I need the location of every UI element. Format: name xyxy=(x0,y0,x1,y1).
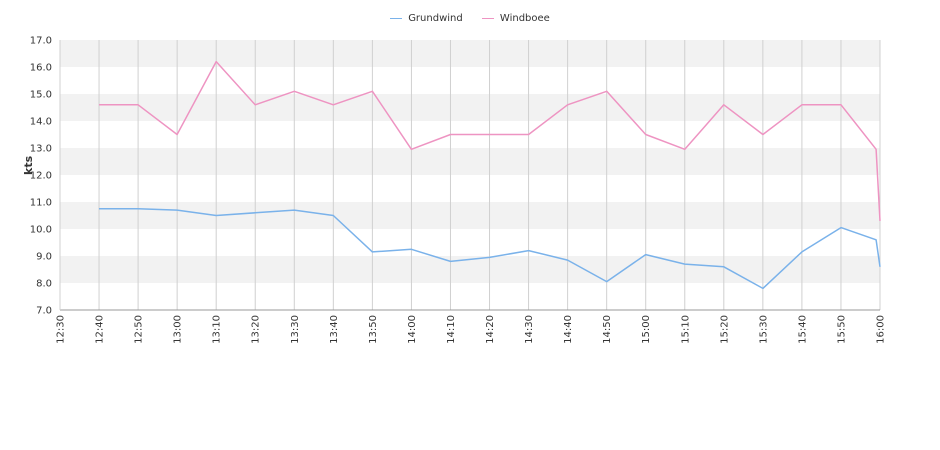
x-tick-label: 15:40 xyxy=(797,315,808,344)
grid-band xyxy=(60,283,880,310)
y-tick-label: 7.0 xyxy=(36,306,52,317)
y-tick-label: 11.0 xyxy=(30,198,52,209)
y-tick-labels: 7.0 8.0 9.0 10.0 11.0 12.0 13.0 14.0 15.0 16.0 17.… xyxy=(30,36,52,317)
x-tick-labels: 12:30 12:40 12:50 13:00 13:10 13:20 13:30 13:40… xyxy=(56,315,887,344)
x-tick-label: 14:50 xyxy=(602,315,613,344)
y-tick-label: 14.0 xyxy=(30,117,52,128)
x-tick-label: 14:40 xyxy=(563,315,574,344)
x-tick-label: 16:00 xyxy=(876,315,887,344)
x-tick-label: 13:10 xyxy=(212,315,223,344)
y-tick-label: 12.0 xyxy=(30,171,52,182)
legend-label-windboee: Windboee xyxy=(499,13,550,24)
y-tick-label: 17.0 xyxy=(30,36,52,47)
y-tick-label: 13.0 xyxy=(30,144,52,155)
y-tick-label: 15.0 xyxy=(30,90,52,101)
legend-swatch-windboee xyxy=(481,17,494,19)
x-tick-label: 13:20 xyxy=(251,315,262,344)
series-lines xyxy=(99,60,881,290)
x-tick-label: 12:30 xyxy=(56,315,67,344)
x-tick-label: 15:50 xyxy=(836,315,847,344)
x-tick-label: 15:20 xyxy=(719,315,730,344)
grid-band xyxy=(60,256,880,283)
grid-band xyxy=(60,67,880,94)
grid-band xyxy=(60,94,880,121)
x-tick-label: 13:40 xyxy=(329,315,340,344)
x-tick-label: 14:20 xyxy=(485,315,496,344)
x-tick-label: 14:00 xyxy=(407,315,418,344)
y-tick-label: 10.0 xyxy=(30,225,52,236)
x-tick-label: 13:50 xyxy=(368,315,379,344)
series-line-windboee xyxy=(99,60,881,221)
x-tick-label: 15:10 xyxy=(680,315,691,344)
x-tick-label: 13:30 xyxy=(290,315,301,344)
y-tick-label: 8.0 xyxy=(36,279,52,290)
legend-label-grundwind: Grundwind xyxy=(408,13,463,24)
x-tick-label: 15:30 xyxy=(758,315,769,344)
x-tick-label: 13:00 xyxy=(173,315,184,344)
grid-band xyxy=(60,148,880,175)
grid-band xyxy=(60,40,880,67)
x-tick-label: 12:40 xyxy=(95,315,106,344)
series-line-grundwind xyxy=(99,208,881,290)
legend-swatch-grundwind xyxy=(390,17,403,19)
grid-band xyxy=(60,229,880,256)
grid-band xyxy=(60,175,880,202)
plot-frame xyxy=(59,40,880,311)
y-tick-label: 16.0 xyxy=(30,63,52,74)
y-tick-label: 9.0 xyxy=(36,252,52,263)
legend-item-grundwind[interactable]: Grundwind xyxy=(390,13,463,24)
vertical-gridlines xyxy=(59,40,881,310)
x-tick-label: 12:50 xyxy=(134,315,145,344)
grid-bands xyxy=(60,40,880,310)
x-tick-label: 14:10 xyxy=(446,315,457,344)
legend: Grundwind Windboee xyxy=(0,13,940,24)
legend-item-windboee[interactable]: Windboee xyxy=(481,13,550,24)
grid-band xyxy=(60,202,880,229)
x-tick-label: 15:00 xyxy=(641,315,652,344)
x-tick-label: 14:30 xyxy=(524,315,535,344)
